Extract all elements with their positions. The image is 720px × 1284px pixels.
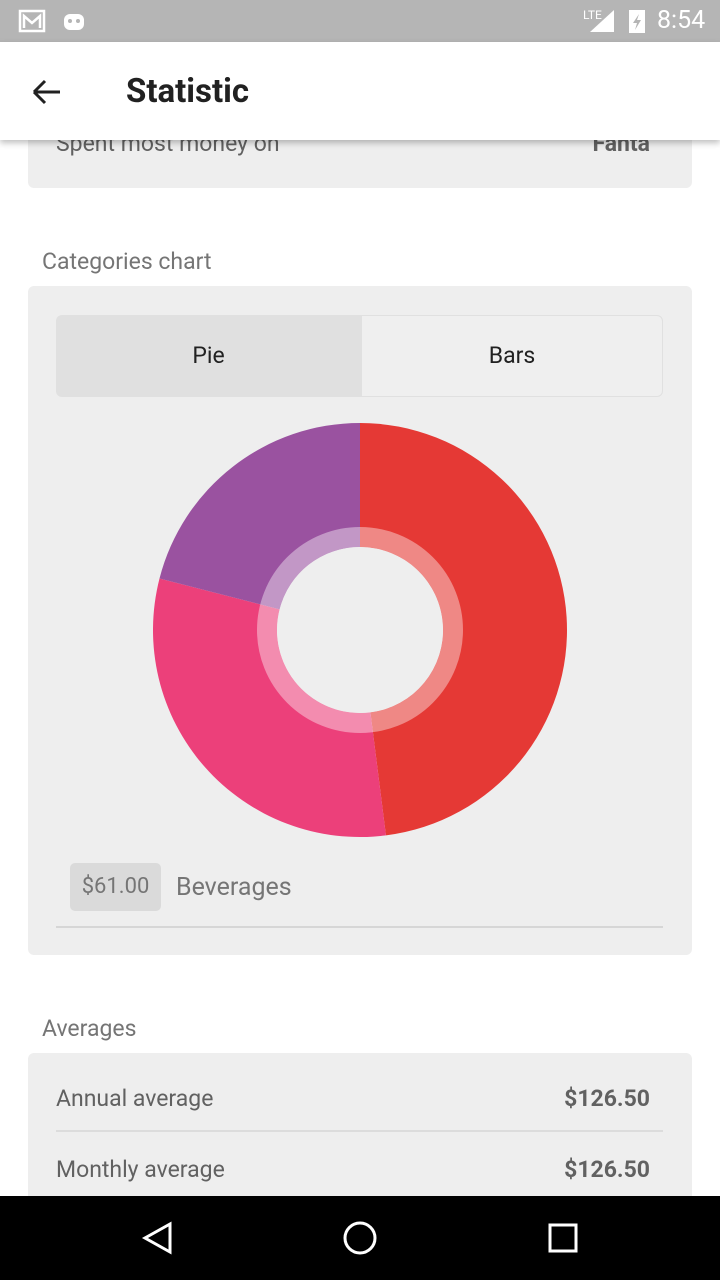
donut-chart (153, 423, 567, 837)
divider (56, 1130, 663, 1132)
category-label: Beverages (176, 873, 292, 902)
pie-segment (360, 423, 567, 836)
back-key[interactable] (141, 1221, 172, 1255)
status-bar: LTE 8:54 (0, 0, 720, 42)
signal-battery-icons (590, 10, 645, 33)
tab[interactable]: Pie (56, 315, 361, 397)
pie-segment (159, 423, 360, 610)
home-key[interactable] (343, 1221, 377, 1255)
pie-segment (153, 578, 386, 837)
clock: 8:54 (657, 6, 706, 35)
recents-key[interactable] (548, 1223, 578, 1253)
amount-badge: $61.00 (70, 863, 161, 911)
navigation-bar (0, 1196, 720, 1280)
section-heading: Categories chart (42, 248, 212, 275)
average-value: $126.50 (564, 1085, 650, 1112)
back-button[interactable] (28, 74, 68, 110)
average-value: $126.50 (564, 1156, 650, 1183)
chart-card: Pie Bars $61.00 Beverages (28, 286, 692, 955)
notification-icons (18, 9, 84, 33)
averages-card: Annual average $126.50 Monthly average $… (28, 1053, 692, 1213)
divider (56, 926, 663, 928)
average-label: Annual average (56, 1085, 214, 1112)
average-label: Monthly average (56, 1156, 225, 1183)
screen-title: Statistic (126, 72, 250, 111)
section-heading: Averages (42, 1015, 137, 1042)
app-bar: Statistic (0, 42, 720, 140)
tab[interactable]: Bars (361, 315, 663, 397)
inner-ring (257, 527, 463, 733)
network-type: LTE (583, 8, 602, 22)
nav-buttons (141, 1221, 578, 1255)
donut-hole (277, 547, 443, 713)
